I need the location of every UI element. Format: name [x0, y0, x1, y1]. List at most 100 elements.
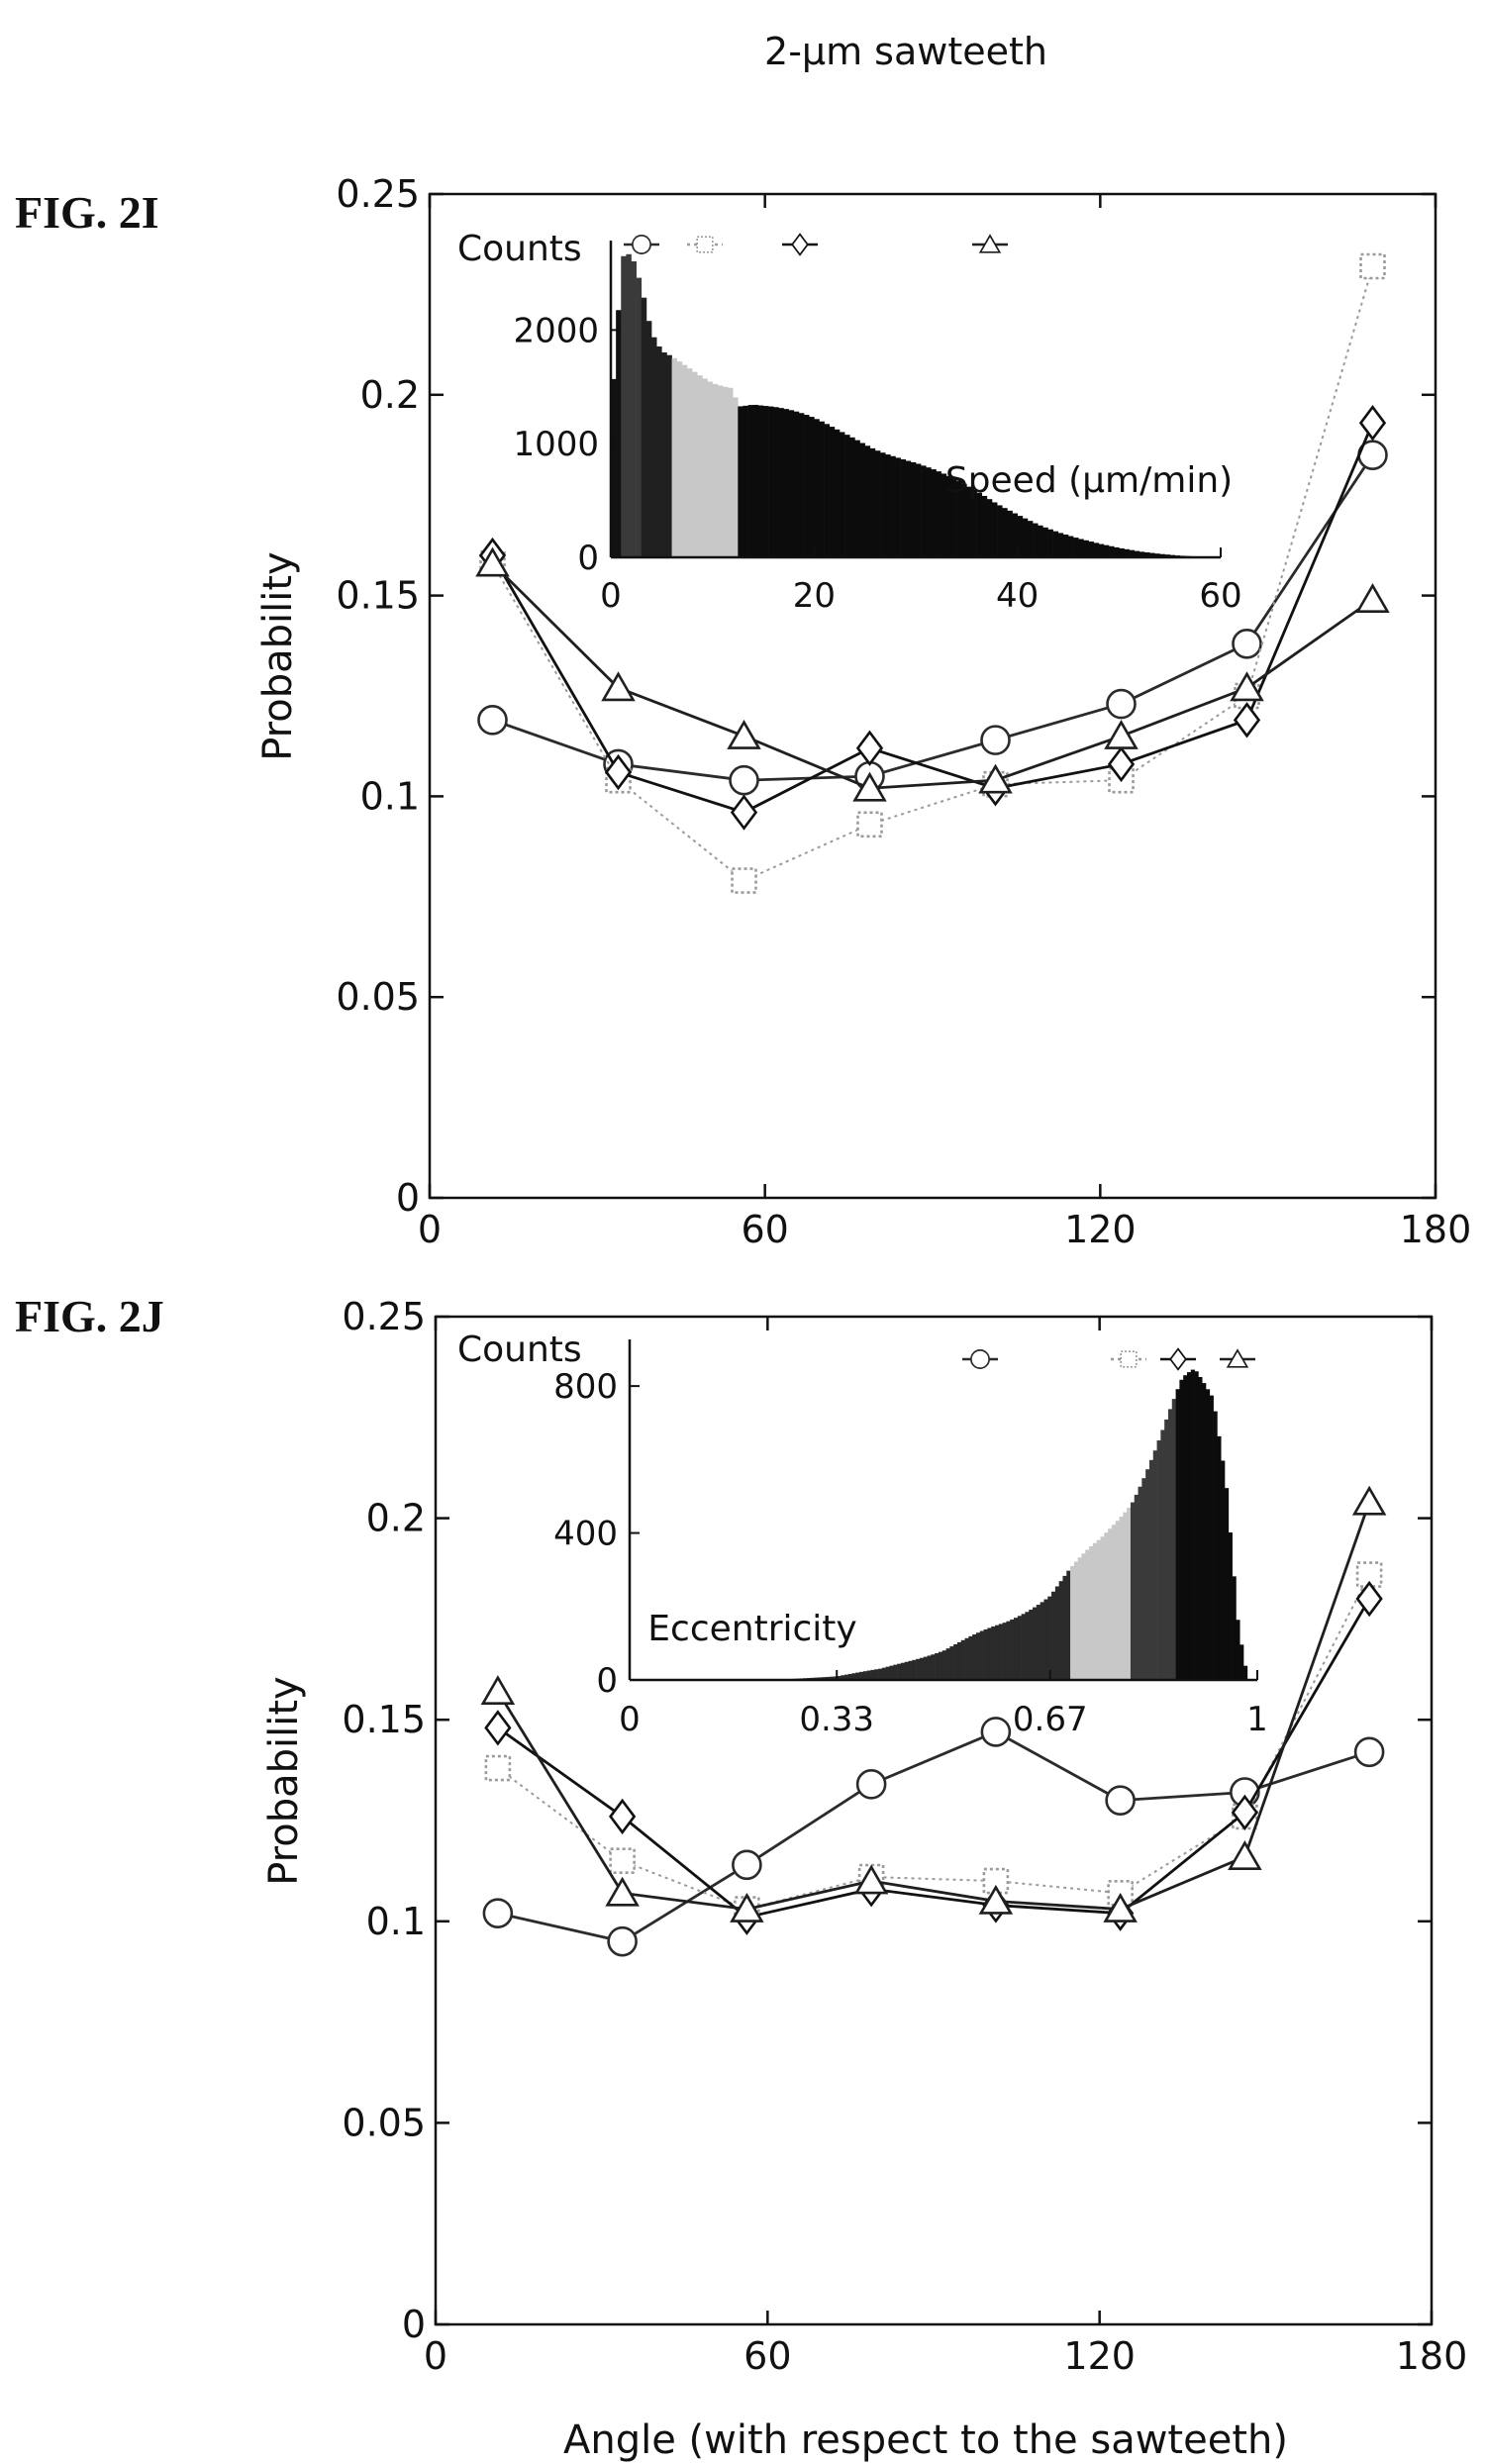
- inset-bar: [747, 405, 754, 557]
- inset-bar: [935, 1652, 940, 1680]
- inset-bar: [900, 459, 907, 557]
- inset-bar: [905, 460, 912, 557]
- inset-bar: [641, 297, 647, 557]
- inset-bar: [1058, 1581, 1063, 1680]
- inset-bar: [822, 1677, 827, 1680]
- inset-bar: [1171, 1399, 1176, 1680]
- plot-frame: [434, 1315, 1434, 2326]
- inset-bar: [1154, 553, 1160, 557]
- inset-bar: [981, 495, 988, 557]
- inset-bar: [1236, 1620, 1240, 1680]
- inset-bar: [927, 1655, 932, 1680]
- figure-title: 2-µm sawteeth: [764, 30, 1047, 73]
- legend-marker: [1226, 1348, 1249, 1368]
- series-line: [492, 453, 1374, 782]
- inset-bar: [972, 1633, 977, 1680]
- inset-bar: [1111, 1525, 1117, 1680]
- inset-bar: [1088, 542, 1094, 557]
- inset-x-tick-label: 60: [1199, 576, 1241, 616]
- inset-bar: [687, 368, 693, 557]
- inset-bar: [697, 375, 703, 557]
- data-point: [1228, 1840, 1262, 1870]
- inset-bar: [1006, 1621, 1011, 1680]
- inset-bar: [869, 447, 876, 557]
- inset-bar: [885, 454, 891, 557]
- shared-x-axis-label: Angle (with respect to the sawteeth): [563, 2417, 1288, 2463]
- inset-bar: [773, 407, 779, 557]
- inset-bar: [866, 1670, 871, 1680]
- data-point: [852, 771, 887, 802]
- data-point: [730, 794, 758, 831]
- inset-bar: [843, 1674, 848, 1680]
- inset-bar: [1078, 539, 1084, 557]
- inset-bar: [1228, 1532, 1233, 1680]
- inset-bar: [1103, 544, 1110, 557]
- inset-bar: [631, 261, 637, 557]
- data-point: [1232, 628, 1262, 659]
- x-tick-label: 60: [743, 2334, 791, 2378]
- inset-bar: [941, 473, 947, 557]
- inset-bar: [738, 406, 743, 557]
- inset-bar: [880, 452, 886, 557]
- y-tick-label: 0.25: [342, 1295, 426, 1338]
- inset-y-tick-label: 2000: [513, 311, 599, 350]
- inset-bar: [1070, 1565, 1075, 1680]
- data-point: [730, 1892, 764, 1922]
- inset-bar: [763, 406, 769, 557]
- x-tick-label: 0: [418, 1208, 442, 1251]
- inset-bar: [979, 1630, 984, 1680]
- x-tick-label: 60: [741, 1208, 788, 1251]
- inset-bar: [676, 361, 683, 557]
- data-point: [980, 725, 1011, 755]
- data-point: [729, 764, 759, 796]
- inset-bar: [997, 505, 1003, 557]
- inset-bar: [1156, 1440, 1161, 1680]
- inset-bar: [1109, 545, 1115, 557]
- inset-y-tick-label: 800: [553, 1367, 618, 1407]
- plot-frame: [428, 192, 1437, 1200]
- data-point: [1105, 1785, 1136, 1816]
- inset-bar: [829, 427, 836, 557]
- inset-bar: [1243, 1665, 1248, 1680]
- inset-x-tick-label: 0.67: [1013, 1700, 1088, 1739]
- inset-bar: [859, 1671, 864, 1680]
- data-point: [1104, 719, 1139, 749]
- inset-y-tick-label: 1000: [513, 425, 599, 464]
- inset-bar: [1225, 1488, 1230, 1680]
- inset-x-tick-label: 40: [996, 576, 1039, 616]
- inset-bar: [829, 1676, 834, 1680]
- inset-bar: [1036, 1605, 1040, 1680]
- inset-bar: [931, 469, 937, 557]
- inset-bar: [961, 483, 967, 557]
- inset-bar: [1198, 1377, 1203, 1680]
- series-line: [491, 265, 1374, 882]
- data-point: [855, 730, 884, 766]
- inset-bar: [834, 429, 841, 557]
- inset-bar: [733, 397, 739, 557]
- inset-bar: [1047, 529, 1053, 557]
- inset-bar: [1202, 1383, 1207, 1680]
- inset-bar: [1068, 536, 1074, 557]
- legend-marker: [1120, 1350, 1138, 1368]
- inset-bar: [1073, 538, 1079, 557]
- x-tick-label: 0: [424, 2334, 447, 2378]
- inset-bar: [1123, 1512, 1128, 1680]
- inset-bar: [926, 467, 932, 557]
- data-point: [609, 1798, 637, 1835]
- inset-bar: [636, 277, 643, 557]
- data-point: [601, 671, 636, 702]
- inset-bar: [1119, 1517, 1124, 1680]
- panel-label: FIG. 2J: [15, 1291, 164, 1341]
- inset-bar: [945, 1648, 950, 1680]
- inset-bar: [616, 310, 622, 557]
- y-tick-label: 0.1: [360, 774, 420, 818]
- inset-x-tick-label: 0.33: [799, 1700, 874, 1739]
- inset-bar: [931, 1654, 936, 1680]
- inset-bar: [819, 421, 825, 557]
- inset-bar: [1139, 551, 1145, 557]
- inset-bar: [956, 1641, 962, 1680]
- data-point: [484, 1710, 512, 1746]
- inset-bar: [854, 440, 860, 557]
- series-line: [497, 1598, 1371, 1920]
